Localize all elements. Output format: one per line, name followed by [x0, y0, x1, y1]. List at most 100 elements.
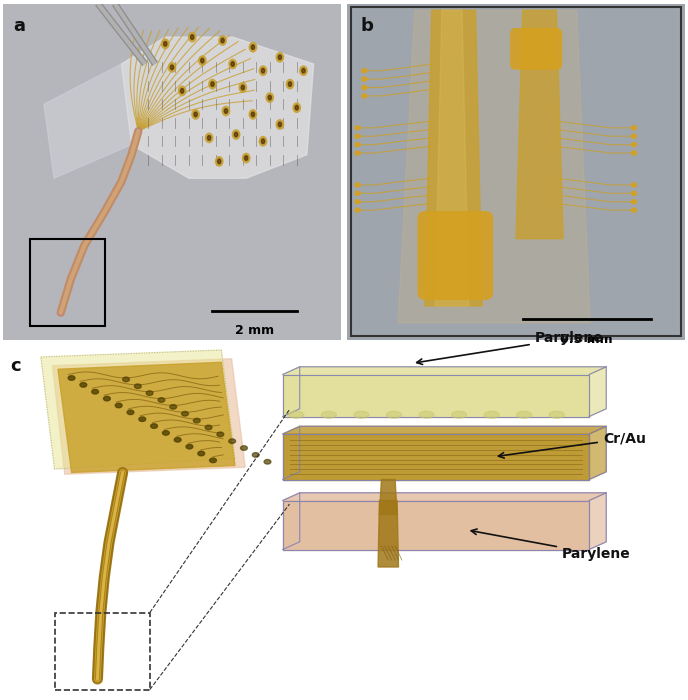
Ellipse shape — [191, 35, 194, 39]
Ellipse shape — [355, 134, 360, 138]
Ellipse shape — [278, 55, 281, 60]
Ellipse shape — [362, 69, 367, 73]
Ellipse shape — [355, 208, 360, 212]
Ellipse shape — [169, 62, 175, 72]
Text: b: b — [361, 17, 374, 35]
Polygon shape — [44, 64, 131, 178]
Ellipse shape — [261, 69, 265, 73]
Ellipse shape — [354, 412, 369, 418]
Ellipse shape — [219, 36, 226, 46]
Ellipse shape — [632, 151, 636, 155]
Ellipse shape — [632, 143, 636, 146]
Ellipse shape — [295, 105, 299, 110]
Polygon shape — [589, 493, 606, 550]
Text: 0.5 mm: 0.5 mm — [561, 332, 613, 346]
Ellipse shape — [210, 458, 217, 463]
Ellipse shape — [632, 208, 636, 212]
Ellipse shape — [199, 56, 206, 65]
Ellipse shape — [189, 32, 196, 42]
Ellipse shape — [300, 66, 307, 76]
Ellipse shape — [355, 191, 360, 195]
Ellipse shape — [170, 405, 177, 409]
Ellipse shape — [231, 62, 235, 66]
Ellipse shape — [180, 88, 184, 93]
Ellipse shape — [289, 412, 304, 418]
Ellipse shape — [242, 153, 250, 163]
Ellipse shape — [229, 60, 237, 69]
Polygon shape — [378, 500, 398, 567]
Ellipse shape — [355, 183, 360, 187]
Polygon shape — [425, 10, 482, 306]
Ellipse shape — [276, 120, 283, 130]
Ellipse shape — [419, 412, 434, 418]
Ellipse shape — [632, 134, 636, 138]
Text: 2 mm: 2 mm — [235, 324, 274, 337]
Ellipse shape — [241, 85, 244, 90]
Ellipse shape — [355, 151, 360, 155]
Ellipse shape — [103, 396, 110, 401]
Ellipse shape — [217, 432, 224, 437]
Ellipse shape — [178, 86, 186, 96]
Ellipse shape — [193, 419, 200, 423]
Ellipse shape — [198, 452, 204, 456]
Ellipse shape — [239, 83, 246, 92]
Ellipse shape — [362, 77, 367, 81]
Ellipse shape — [451, 412, 466, 418]
Ellipse shape — [249, 110, 257, 119]
Polygon shape — [121, 37, 314, 178]
Ellipse shape — [251, 112, 255, 117]
Ellipse shape — [186, 444, 193, 449]
Ellipse shape — [249, 43, 257, 52]
Ellipse shape — [208, 79, 216, 89]
Ellipse shape — [632, 199, 636, 204]
FancyBboxPatch shape — [418, 212, 493, 299]
Ellipse shape — [228, 439, 235, 444]
Ellipse shape — [362, 94, 367, 98]
Ellipse shape — [201, 58, 204, 63]
Ellipse shape — [355, 143, 360, 146]
Polygon shape — [398, 10, 590, 323]
Ellipse shape — [171, 65, 173, 70]
Ellipse shape — [261, 139, 265, 143]
Ellipse shape — [302, 69, 305, 73]
Ellipse shape — [174, 438, 181, 442]
Text: a: a — [14, 17, 25, 35]
Ellipse shape — [268, 95, 272, 100]
Ellipse shape — [355, 199, 360, 204]
Ellipse shape — [286, 79, 294, 89]
Polygon shape — [435, 10, 469, 306]
Ellipse shape — [259, 66, 267, 76]
Ellipse shape — [68, 376, 75, 380]
Polygon shape — [283, 434, 589, 480]
Polygon shape — [283, 426, 606, 434]
Ellipse shape — [251, 45, 255, 50]
Ellipse shape — [182, 412, 189, 416]
Text: Cr/Au: Cr/Au — [498, 432, 646, 458]
Ellipse shape — [217, 159, 221, 164]
Ellipse shape — [244, 155, 248, 160]
Ellipse shape — [276, 52, 283, 62]
Ellipse shape — [266, 93, 273, 102]
Ellipse shape — [362, 85, 367, 90]
Ellipse shape — [259, 136, 267, 146]
Ellipse shape — [122, 377, 129, 382]
Ellipse shape — [207, 136, 211, 140]
Ellipse shape — [632, 191, 636, 195]
Ellipse shape — [235, 132, 238, 137]
FancyBboxPatch shape — [511, 29, 561, 69]
Ellipse shape — [192, 110, 200, 119]
Polygon shape — [283, 500, 589, 550]
Ellipse shape — [221, 38, 224, 43]
Ellipse shape — [80, 383, 87, 387]
Polygon shape — [283, 493, 606, 500]
Text: Parylene: Parylene — [471, 529, 631, 561]
Polygon shape — [58, 363, 235, 473]
Ellipse shape — [264, 459, 271, 464]
Polygon shape — [589, 426, 606, 480]
Ellipse shape — [205, 425, 212, 430]
Ellipse shape — [224, 108, 228, 113]
Ellipse shape — [222, 106, 230, 116]
Ellipse shape — [387, 412, 401, 418]
Ellipse shape — [151, 424, 158, 428]
Polygon shape — [283, 374, 589, 416]
